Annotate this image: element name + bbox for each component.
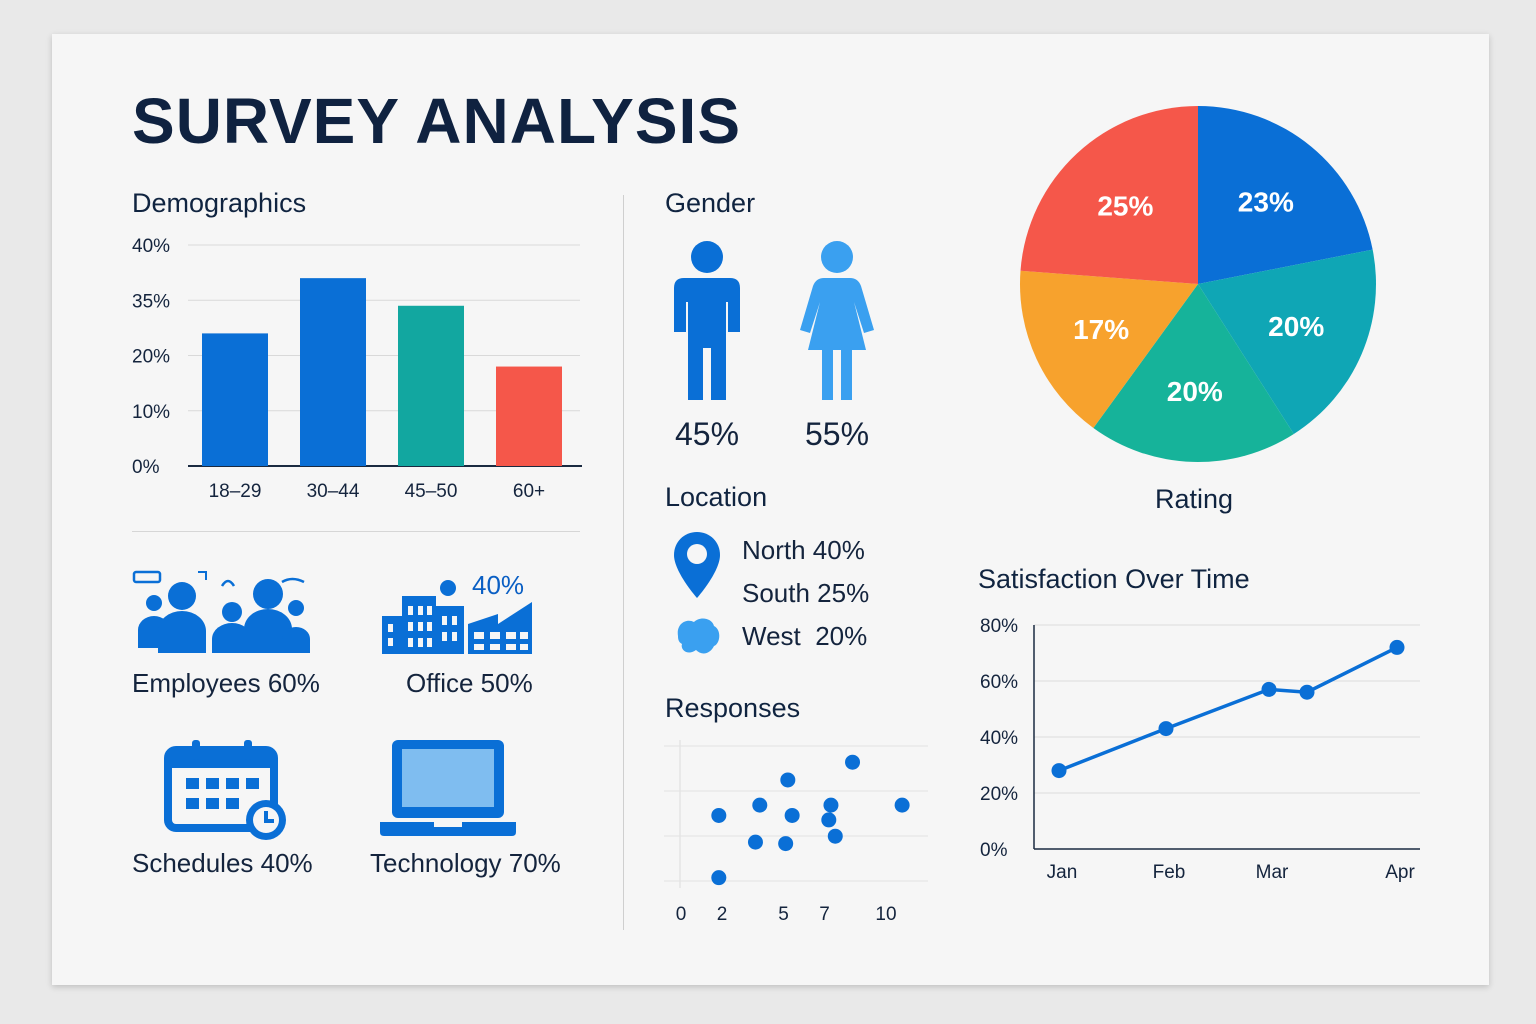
line-ytick-label: 0% — [980, 840, 1008, 861]
laptop-icon — [380, 740, 516, 836]
bar-mark — [202, 333, 268, 466]
people-group-icon — [132, 570, 310, 653]
scatter-xtick-label: 2 — [717, 904, 728, 925]
line-point — [1389, 639, 1405, 655]
male-person-icon — [674, 241, 740, 400]
line-point — [1051, 763, 1067, 779]
scatter-point — [845, 754, 861, 770]
line-point — [1261, 681, 1277, 697]
pie-slice — [1020, 106, 1198, 284]
bar-ytick-label: 35% — [132, 291, 170, 312]
office-badge: 40% — [472, 570, 525, 600]
satisfaction-series-line — [1058, 645, 1398, 773]
line-ytick-label: 40% — [980, 728, 1018, 749]
bar-ytick-label: 20% — [132, 347, 170, 368]
section-divider — [132, 531, 580, 532]
map-pin-icon — [674, 532, 720, 598]
calendar-clock-icon — [164, 740, 286, 840]
bar-ytick-label: 10% — [132, 402, 170, 423]
page-title: SURVEY ANALYSIS — [132, 85, 741, 157]
satisfaction-line-chart: 80% 60% 40% 20% 0% Jan Feb Mar Apr — [980, 616, 1420, 883]
scatter-xtick-label: 7 — [819, 904, 830, 925]
pie-slice-label: 20% — [1167, 376, 1223, 407]
scatter-point — [821, 812, 837, 828]
scatter-point — [747, 834, 763, 850]
scatter-xtick-label: 0 — [676, 904, 687, 925]
stat-employees-label: Employees 60% — [132, 668, 320, 698]
column-divider — [623, 195, 624, 930]
line-xtick-label: Feb — [1153, 862, 1186, 883]
scatter-point — [780, 772, 796, 788]
bar-mark — [398, 305, 464, 466]
line-xtick-label: Mar — [1256, 862, 1289, 883]
bar-mark — [496, 366, 562, 466]
line-ytick-label: 20% — [980, 784, 1018, 805]
line-ytick-label: 80% — [980, 616, 1018, 637]
demographics-bar-chart: 40% 35% 20% 10% 0% 18–29 30–44 45–50 60+ — [132, 236, 582, 502]
bar-ytick-label: 0% — [132, 457, 160, 478]
scatter-point — [778, 836, 794, 852]
bar-category-label: 45–50 — [405, 481, 458, 502]
bar-ytick-label: 40% — [132, 236, 170, 257]
stat-office-label: Office 50% — [406, 668, 533, 698]
scatter-point — [711, 870, 727, 886]
bar-category-label: 30–44 — [307, 481, 360, 502]
scatter-xtick-label: 10 — [875, 904, 896, 925]
office-buildings-icon — [382, 580, 532, 654]
female-person-icon — [800, 241, 874, 400]
pie-slice-label: 20% — [1268, 311, 1324, 342]
male-percentage: 45% — [675, 416, 740, 452]
demographics-heading: Demographics — [132, 188, 307, 218]
location-heading: Location — [665, 482, 768, 512]
location-south: South 25% — [742, 578, 870, 608]
bar-mark — [300, 278, 366, 466]
scatter-point — [784, 807, 800, 823]
rating-caption: Rating — [1155, 484, 1234, 514]
bar-category-label: 60+ — [513, 481, 545, 502]
line-ytick-label: 60% — [980, 672, 1018, 693]
line-point — [1299, 684, 1315, 700]
bar-category-label: 18–29 — [209, 481, 262, 502]
gender-heading: Gender — [665, 188, 756, 218]
rating-pie-chart: 23% 20% 20% 17% 25% — [1020, 106, 1376, 463]
pie-slice-label: 17% — [1073, 314, 1129, 345]
stat-technology-label: Technology 70% — [370, 848, 561, 878]
stat-schedules-label: Schedules 40% — [132, 848, 313, 878]
scatter-xtick-label: 5 — [778, 904, 789, 925]
female-percentage: 55% — [805, 416, 870, 452]
scatter-point — [752, 797, 768, 813]
region-blob-icon — [677, 618, 720, 654]
responses-heading: Responses — [665, 693, 801, 723]
pie-slice — [1198, 249, 1376, 435]
responses-scatter-chart: 0 2 5 7 10 — [664, 740, 928, 925]
pie-slice — [1093, 284, 1294, 463]
pie-slice-label: 23% — [1238, 187, 1294, 218]
location-north: North 40% — [742, 535, 865, 565]
scatter-point — [823, 797, 839, 813]
satisfaction-heading: Satisfaction Over Time — [978, 564, 1250, 594]
scatter-point — [894, 797, 910, 813]
pie-slice-label: 25% — [1097, 191, 1153, 222]
line-xtick-label: Apr — [1385, 862, 1415, 883]
pie-slice — [1198, 106, 1373, 284]
location-west: West 20% — [742, 621, 868, 651]
line-point — [1158, 721, 1174, 737]
scatter-point — [711, 807, 727, 823]
pie-slice — [1020, 270, 1198, 429]
scatter-point — [827, 828, 843, 844]
line-xtick-label: Jan — [1047, 862, 1078, 883]
